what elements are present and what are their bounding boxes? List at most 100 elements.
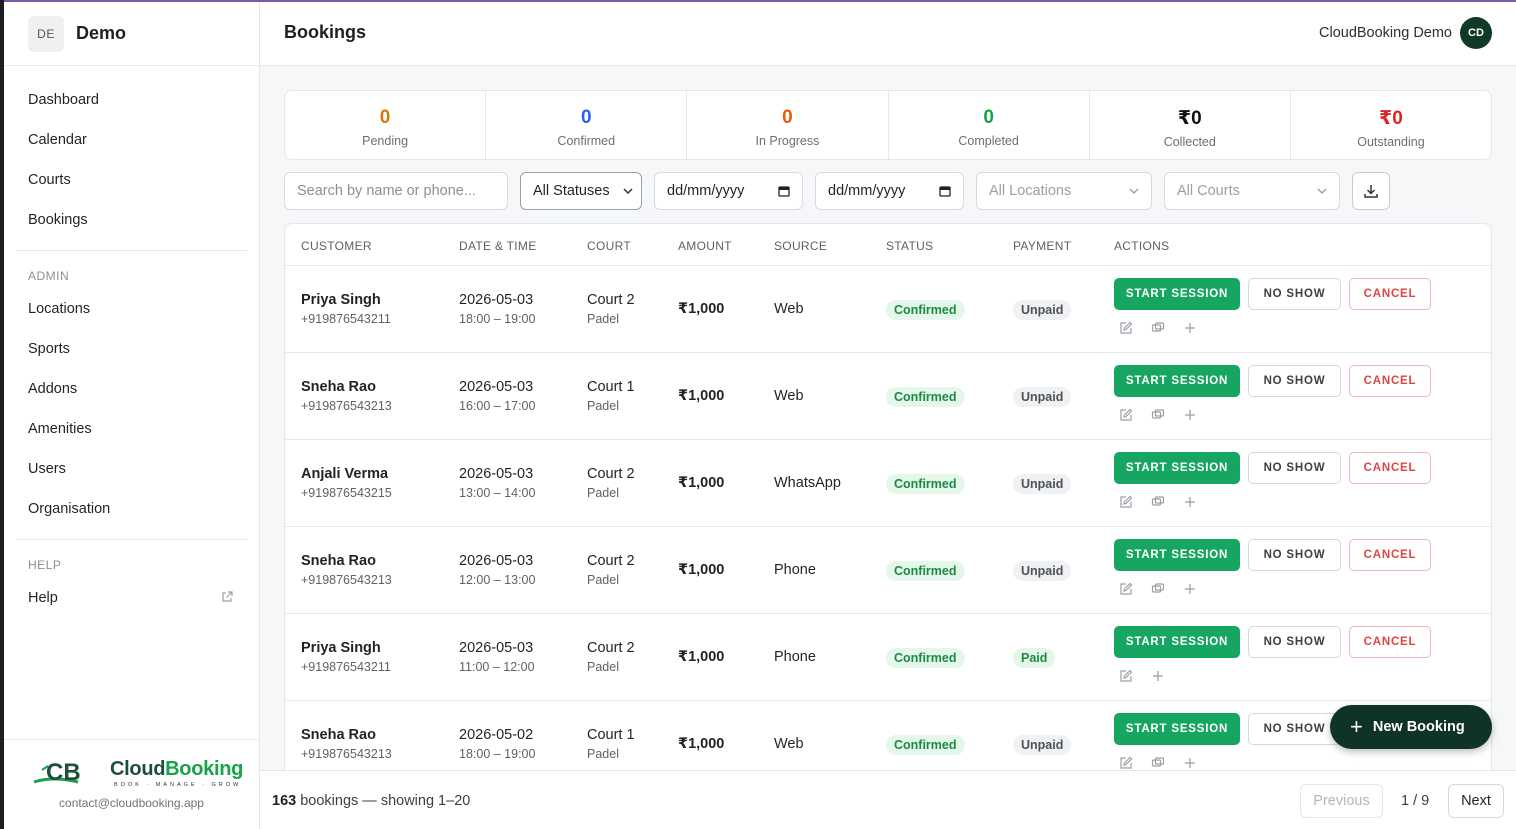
sidebar-item-calendar[interactable]: Calendar — [28, 132, 87, 148]
cloudbooking-logo-icon: CB — [33, 759, 81, 786]
next-page-button[interactable]: Next — [1448, 784, 1504, 818]
export-button[interactable] — [1352, 172, 1390, 210]
add-icon[interactable] — [1183, 495, 1197, 509]
previous-page-button[interactable]: Previous — [1300, 784, 1383, 818]
customer-name[interactable]: Sneha Rao — [301, 379, 376, 395]
no-show-button[interactable]: NO SHOW — [1248, 452, 1341, 484]
customer-name[interactable]: Anjali Verma — [301, 466, 389, 482]
court-sport: Padel — [587, 747, 619, 761]
search-input[interactable]: Search by name or phone... — [284, 172, 508, 210]
copy-icon[interactable] — [1151, 408, 1165, 422]
add-icon[interactable] — [1183, 408, 1197, 422]
court-name: Court 2 — [587, 466, 635, 482]
no-show-button[interactable]: NO SHOW — [1248, 713, 1341, 745]
status-badge: Confirmed — [886, 387, 965, 407]
row-icon-actions — [1119, 756, 1197, 770]
payment-badge: Unpaid — [1013, 735, 1072, 755]
copy-icon[interactable] — [1151, 756, 1165, 770]
cancel-button[interactable]: CANCEL — [1349, 365, 1431, 397]
table-row[interactable]: Sneha Rao +919876543213 2026-05-02 18:00 – … — [285, 701, 1491, 770]
add-icon[interactable] — [1183, 756, 1197, 770]
start-session-button[interactable]: START SESSION — [1114, 713, 1240, 745]
edit-icon[interactable] — [1119, 669, 1133, 683]
booking-time: 12:00 – 13:00 — [459, 573, 536, 587]
cancel-button[interactable]: CANCEL — [1349, 539, 1431, 571]
sidebar-item-addons[interactable]: Addons — [28, 381, 78, 397]
contact-email[interactable]: contact@cloudbooking.app — [59, 796, 204, 810]
status-select[interactable]: All Statuses — [520, 172, 642, 210]
start-session-button[interactable]: START SESSION — [1114, 452, 1240, 484]
sidebar-item-amenities[interactable]: Amenities — [28, 421, 92, 437]
window-edge — [0, 0, 4, 829]
sidebar-item-users[interactable]: Users — [28, 461, 66, 477]
table-row[interactable]: Priya Singh +919876543211 2026-05-03 11:00 … — [285, 614, 1491, 701]
edit-icon[interactable] — [1119, 495, 1133, 509]
col-customer: CUSTOMER — [301, 239, 372, 253]
no-show-button[interactable]: NO SHOW — [1248, 626, 1341, 658]
calendar-icon[interactable] — [939, 185, 951, 197]
start-session-button[interactable]: START SESSION — [1114, 278, 1240, 310]
customer-cell: Sneha Rao +919876543213 — [301, 727, 392, 761]
table-row[interactable]: Anjali Verma +919876543215 2026-05-03 13:00… — [285, 440, 1491, 527]
sidebar-item-locations[interactable]: Locations — [28, 301, 91, 317]
booking-time: 11:00 – 12:00 — [459, 660, 535, 674]
location-select[interactable]: All Locations — [976, 172, 1152, 210]
datetime-cell: 2026-05-02 18:00 – 19:00 — [459, 727, 535, 761]
table-row[interactable]: Priya Singh +919876543211 2026-05-03 18:00 … — [285, 266, 1491, 353]
col-source: SOURCE — [774, 239, 828, 253]
court-sport: Padel — [587, 660, 619, 674]
avatar[interactable]: CD — [1460, 17, 1492, 49]
stat-outstanding: ₹0 Outstanding — [1291, 91, 1491, 159]
table-row[interactable]: Sneha Rao +919876543213 2026-05-03 16:00 – … — [285, 353, 1491, 440]
cancel-button[interactable]: CANCEL — [1349, 626, 1431, 658]
plus-icon: + — [1350, 714, 1363, 739]
sidebar-item-sports[interactable]: Sports — [28, 341, 70, 357]
col-actions: ACTIONS — [1114, 239, 1170, 253]
brand-name-booking: Booking — [165, 758, 244, 780]
court-name: Court 1 — [587, 379, 635, 395]
org-switcher[interactable]: DE Demo — [4, 2, 259, 66]
customer-name[interactable]: Sneha Rao — [301, 727, 376, 743]
customer-name[interactable]: Priya Singh — [301, 640, 381, 656]
court-select[interactable]: All Courts — [1164, 172, 1340, 210]
col-status: STATUS — [886, 239, 934, 253]
copy-icon[interactable] — [1151, 495, 1165, 509]
start-session-button[interactable]: START SESSION — [1114, 626, 1240, 658]
payment-cell: Unpaid — [1013, 735, 1072, 755]
add-icon[interactable] — [1151, 669, 1165, 683]
sidebar-item-organisation[interactable]: Organisation — [28, 501, 111, 517]
no-show-button[interactable]: NO SHOW — [1248, 365, 1341, 397]
customer-name[interactable]: Sneha Rao — [301, 553, 376, 569]
add-icon[interactable] — [1183, 321, 1197, 335]
edit-icon[interactable] — [1119, 321, 1133, 335]
start-session-button[interactable]: START SESSION — [1114, 365, 1240, 397]
user-name[interactable]: CloudBooking Demo — [1319, 25, 1452, 41]
add-icon[interactable] — [1183, 582, 1197, 596]
status-badge: Confirmed — [886, 474, 965, 494]
section-label-admin: ADMIN — [28, 269, 70, 283]
payment-cell: Unpaid — [1013, 300, 1072, 320]
table-row[interactable]: Sneha Rao +919876543213 2026-05-03 12:00 – … — [285, 527, 1491, 614]
date-from-input[interactable]: dd/mm/yyyy — [654, 172, 803, 210]
sidebar-item-dashboard[interactable]: Dashboard — [28, 92, 99, 108]
calendar-icon[interactable] — [778, 185, 790, 197]
edit-icon[interactable] — [1119, 756, 1133, 770]
sidebar-item-help[interactable]: Help — [4, 578, 259, 618]
new-booking-button[interactable]: + New Booking — [1330, 705, 1492, 749]
copy-icon[interactable] — [1151, 321, 1165, 335]
date-to-input[interactable]: dd/mm/yyyy — [815, 172, 964, 210]
no-show-button[interactable]: NO SHOW — [1248, 539, 1341, 571]
no-show-button[interactable]: NO SHOW — [1248, 278, 1341, 310]
sidebar-item-courts[interactable]: Courts — [28, 172, 71, 188]
edit-icon[interactable] — [1119, 582, 1133, 596]
cancel-button[interactable]: CANCEL — [1349, 278, 1431, 310]
cancel-button[interactable]: CANCEL — [1349, 452, 1431, 484]
customer-name[interactable]: Priya Singh — [301, 292, 381, 308]
copy-icon[interactable] — [1151, 582, 1165, 596]
new-booking-label: New Booking — [1372, 719, 1465, 735]
status-cell: Confirmed — [886, 735, 965, 755]
customer-phone: +919876543211 — [301, 312, 391, 326]
start-session-button[interactable]: START SESSION — [1114, 539, 1240, 571]
edit-icon[interactable] — [1119, 408, 1133, 422]
sidebar-item-bookings[interactable]: Bookings — [28, 212, 88, 228]
